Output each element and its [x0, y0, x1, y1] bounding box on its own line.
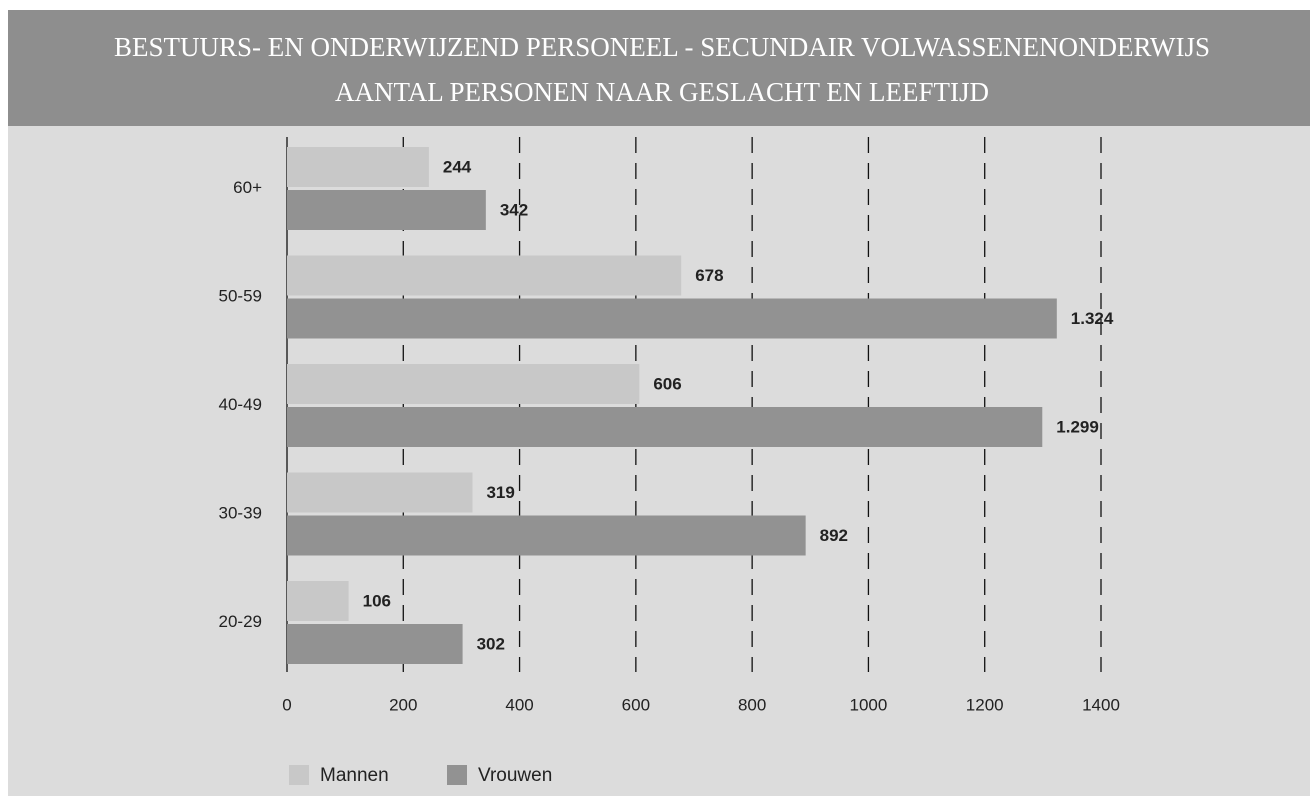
value-label: 244: [443, 157, 472, 176]
bar: [287, 190, 486, 230]
x-tick-label: 1000: [850, 695, 888, 714]
bar: [287, 472, 473, 513]
legend-swatch: [289, 765, 309, 785]
x-tick-label: 600: [622, 695, 650, 714]
bar: [287, 147, 429, 187]
x-tick-label: 1400: [1082, 695, 1120, 714]
legend-swatch: [447, 765, 467, 785]
chart-subtitle: AANTAL PERSONEN NAAR GESLACHT EN LEEFTIJ…: [335, 77, 989, 107]
bar: [287, 407, 1043, 447]
value-label: 106: [363, 591, 391, 610]
bar: [287, 298, 1057, 339]
y-tick-label: 20-29: [219, 612, 262, 631]
bar: [287, 364, 640, 404]
bar: [287, 255, 682, 296]
y-tick-label: 50-59: [219, 286, 262, 305]
y-tick-label: 60+: [233, 178, 262, 197]
chart-title: BESTUURS- EN ONDERWIJZEND PERSONEEL - SE…: [114, 32, 1210, 62]
value-label: 342: [500, 200, 528, 219]
y-tick-label: 40-49: [219, 395, 262, 414]
x-tick-label: 1200: [966, 695, 1004, 714]
y-tick-label: 30-39: [219, 503, 262, 522]
x-tick-label: 800: [738, 695, 766, 714]
value-label: 606: [653, 374, 681, 393]
value-label: 678: [695, 266, 723, 285]
value-label: 319: [486, 483, 514, 502]
background: [8, 10, 1310, 796]
x-tick-label: 0: [282, 695, 291, 714]
legend-label: Vrouwen: [478, 765, 552, 786]
value-label: 1.299: [1056, 417, 1099, 436]
legend-label: Mannen: [320, 765, 389, 786]
title-band: [8, 10, 1310, 126]
value-label: 302: [477, 634, 505, 653]
x-tick-label: 200: [389, 695, 417, 714]
bar: [287, 581, 349, 621]
bar: [287, 624, 463, 664]
value-label: 1.324: [1071, 309, 1114, 328]
x-tick-label: 400: [505, 695, 533, 714]
bar: [287, 515, 806, 556]
value-label: 892: [820, 526, 848, 545]
